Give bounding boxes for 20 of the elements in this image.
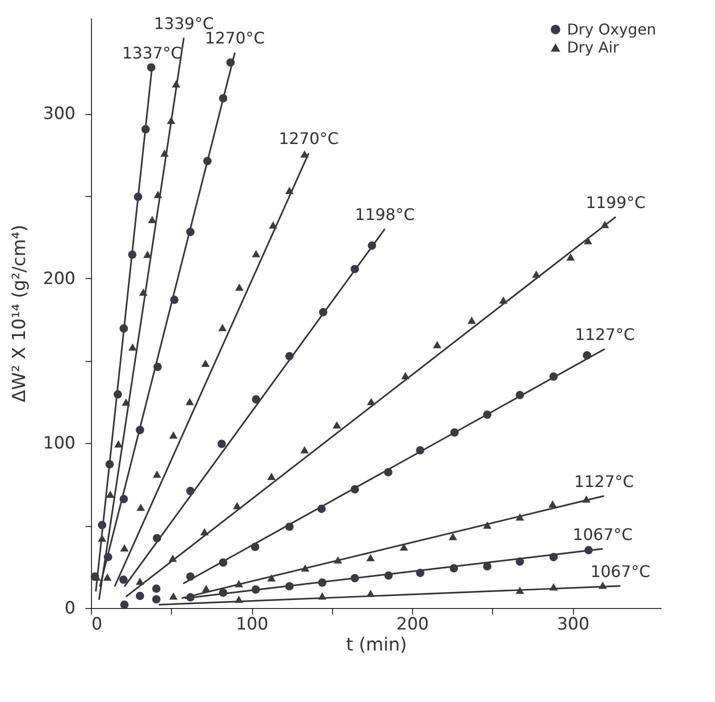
- x-tick-label: 0: [92, 614, 102, 634]
- y-tick-label: 300: [43, 104, 76, 124]
- y-tick-label: 0: [64, 598, 76, 618]
- annotation: 1270°C: [278, 129, 339, 148]
- annotation: 1127°C: [574, 472, 634, 491]
- y-axis-title: ΔW² X 10¹⁴ (g²/cm⁴): [9, 224, 30, 402]
- annotation: 1199°C: [586, 192, 646, 212]
- x-tick-label: 300: [556, 614, 590, 634]
- annotation: 1067°C: [590, 562, 650, 581]
- annotation: 1198°C: [354, 204, 415, 224]
- x-axis-title: t (min): [346, 634, 407, 656]
- annotation: 1337°C: [122, 43, 182, 62]
- y-tick-label: 200: [43, 268, 76, 289]
- legend-label: Dry Oxygen: [567, 20, 656, 38]
- x-tick-label: 100: [236, 614, 268, 634]
- x-tick-label: 200: [396, 614, 429, 634]
- annotation: 1067°C: [572, 524, 633, 544]
- annotation: 1127°C: [574, 324, 635, 344]
- legend-label: Dry Air: [567, 38, 620, 56]
- y-tick-label: 100: [43, 434, 76, 454]
